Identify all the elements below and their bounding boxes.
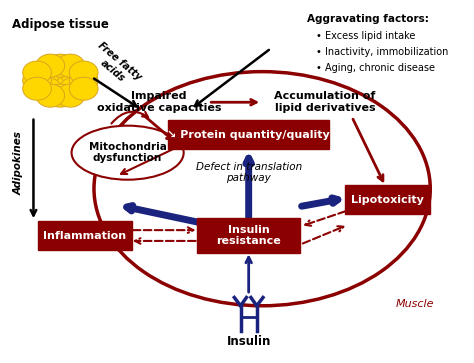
FancyBboxPatch shape: [168, 120, 329, 150]
Circle shape: [36, 84, 64, 107]
Text: Insulin
resistance: Insulin resistance: [216, 225, 281, 246]
FancyBboxPatch shape: [345, 185, 430, 214]
Ellipse shape: [94, 72, 430, 306]
Circle shape: [69, 61, 98, 84]
Circle shape: [23, 69, 51, 92]
FancyBboxPatch shape: [38, 221, 132, 250]
Circle shape: [36, 54, 64, 77]
Text: • Aging, chronic disease: • Aging, chronic disease: [316, 63, 435, 73]
Text: Free fatty
acids: Free fatty acids: [89, 41, 144, 91]
Text: Defect in translation
pathway: Defect in translation pathway: [196, 162, 302, 183]
Text: Lipotoxicity: Lipotoxicity: [351, 195, 424, 204]
Text: Inflammation: Inflammation: [44, 231, 127, 241]
Circle shape: [56, 84, 85, 107]
Circle shape: [32, 61, 61, 84]
Circle shape: [60, 77, 88, 100]
Circle shape: [46, 54, 75, 77]
Text: Adipose tissue: Adipose tissue: [12, 18, 109, 31]
Text: Mitochondria
dysfunction: Mitochondria dysfunction: [89, 142, 166, 163]
Ellipse shape: [72, 126, 183, 180]
Text: Impaired
oxidative capacities: Impaired oxidative capacities: [97, 91, 221, 113]
Text: • Inactivity, immobilization: • Inactivity, immobilization: [316, 47, 448, 57]
Circle shape: [23, 77, 51, 100]
Circle shape: [46, 84, 75, 107]
Text: Insulin: Insulin: [227, 335, 271, 348]
Circle shape: [23, 61, 51, 84]
FancyBboxPatch shape: [197, 219, 300, 253]
Circle shape: [69, 77, 98, 100]
Circle shape: [56, 54, 85, 77]
Text: • Excess lipid intake: • Excess lipid intake: [316, 30, 415, 41]
Circle shape: [69, 69, 98, 92]
Text: Accumulation of
lipid derivatives: Accumulation of lipid derivatives: [274, 91, 375, 113]
Text: Muscle: Muscle: [395, 299, 434, 309]
Circle shape: [32, 77, 61, 100]
Text: Adipokines: Adipokines: [14, 131, 24, 195]
Text: ↘ Protein quantity/quality: ↘ Protein quantity/quality: [167, 130, 330, 140]
Text: Aggravating factors:: Aggravating factors:: [307, 15, 429, 24]
Circle shape: [60, 61, 88, 84]
Circle shape: [46, 69, 75, 92]
